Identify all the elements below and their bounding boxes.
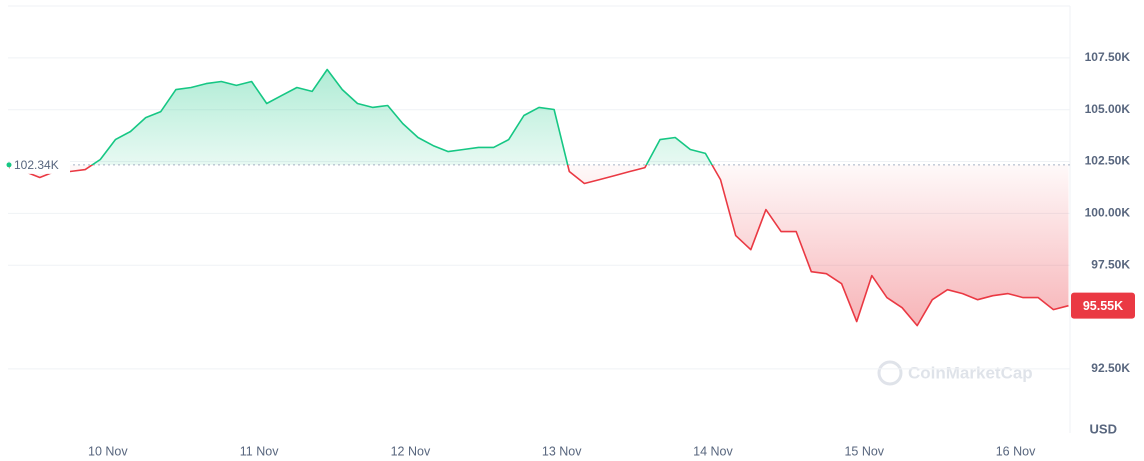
reference-dot: [6, 162, 12, 168]
y-tick-label: 102.50K: [1085, 154, 1131, 168]
x-tick-label: 10 Nov: [88, 444, 128, 458]
y-tick-label: 100.00K: [1085, 206, 1131, 220]
current-price-label: 95.55K: [1083, 299, 1123, 313]
reference-label: 102.34K: [14, 158, 59, 172]
y-tick-label: 107.50K: [1085, 50, 1131, 64]
x-tick-label: 16 Nov: [996, 444, 1036, 458]
price-area: [9, 69, 1069, 326]
unit-label: USD: [1090, 421, 1117, 436]
current-price-tag: [1071, 292, 1135, 319]
x-tick-label: 13 Nov: [542, 444, 582, 458]
y-tick-label: 92.50K: [1091, 361, 1130, 375]
price-line: [9, 68, 1069, 327]
x-tick-label: 15 Nov: [844, 444, 884, 458]
x-tick-label: 12 Nov: [391, 444, 431, 458]
y-tick-label: 105.00K: [1085, 102, 1131, 116]
x-tick-label: 11 Nov: [240, 444, 279, 458]
y-tick-label: 97.50K: [1091, 257, 1130, 271]
x-tick-label: 14 Nov: [693, 444, 733, 458]
reference-label-bg: [10, 155, 70, 174]
watermark-text: CoinMarketCap: [908, 363, 1033, 382]
watermark: CoinMarketCap: [877, 360, 1033, 386]
watermark-logo: [877, 360, 903, 386]
